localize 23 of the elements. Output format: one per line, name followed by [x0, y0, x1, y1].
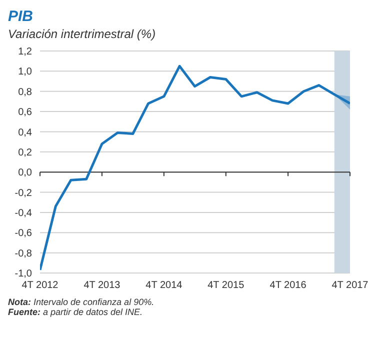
x-tick-label: 4T 2013 — [84, 280, 121, 292]
y-tick-label: -0,6 — [14, 228, 32, 240]
x-tick-label: 4T 2015 — [208, 280, 245, 292]
x-tick-label: 4T 2017 — [332, 280, 369, 292]
x-tick-label: 4T 2016 — [270, 280, 307, 292]
text: Nota: Intervalo de confianza al 90%. — [8, 297, 156, 307]
y-tick-label: 0,8 — [18, 86, 32, 98]
source-note: Fuente: a partir de datos del INE. — [8, 307, 144, 317]
y-tick-label: -1,0 — [14, 268, 32, 280]
y-tick-label: 0,6 — [18, 107, 32, 118]
y-tick-label: 1,2 — [18, 46, 32, 58]
y-tick-label: -0,2 — [14, 188, 32, 199]
y-tick-label: 0,2 — [18, 147, 32, 158]
y-tick-label: 0,4 — [18, 127, 32, 138]
y-tick-label: -0,8 — [14, 248, 32, 260]
chart-title: PIB — [8, 8, 34, 25]
line-series — [40, 64, 350, 272]
x-tick-label: 4T 2014 — [146, 280, 183, 292]
chart-subtitle: Variación intertrimestral (%) — [8, 27, 157, 41]
y-tick-label: 1,0 — [18, 66, 32, 78]
x-tick-label: 4T 2012 — [22, 280, 59, 292]
y-tick-label: 0,0 — [18, 168, 32, 179]
y-tick-label: -0,4 — [14, 208, 32, 220]
